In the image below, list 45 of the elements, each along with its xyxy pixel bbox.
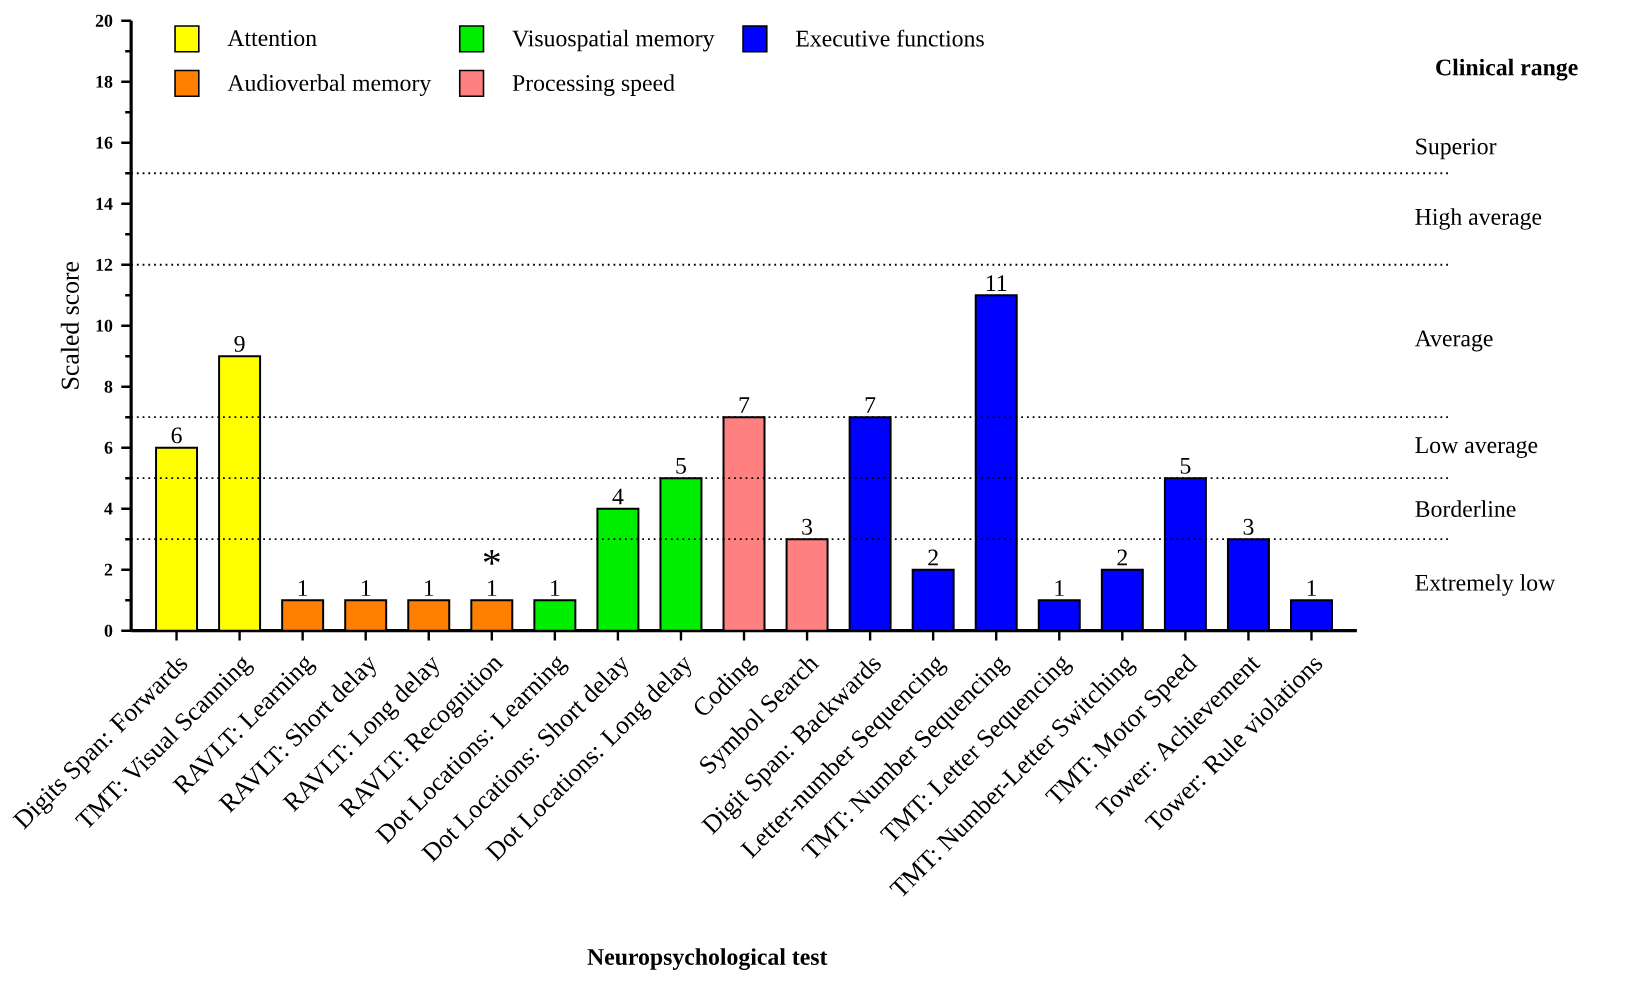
- y-tick-label: 12: [96, 258, 113, 271]
- legend-label: Attention: [227, 30, 317, 47]
- legend-label: Processing speed: [512, 74, 675, 96]
- data-label: 9: [234, 335, 245, 352]
- y-tick-label: 0: [104, 624, 113, 637]
- y-tick-label: 8: [104, 380, 113, 393]
- legend-label: Visuospatial memory: [512, 29, 715, 52]
- y-tick-label: 10: [96, 319, 113, 332]
- data-label: 2: [1117, 549, 1127, 566]
- y-tick-label: 14: [96, 197, 113, 210]
- data-label: 3: [1243, 518, 1254, 535]
- text: Clinical range: [1436, 58, 1578, 81]
- text: Borderline: [1415, 500, 1516, 518]
- data-label: 1: [361, 580, 371, 596]
- y-axis-title: Scaled score: [60, 261, 79, 389]
- y-tick-label: 16: [96, 136, 113, 149]
- annotation: *: [483, 550, 500, 565]
- y-tick-label: 20: [95, 14, 113, 27]
- data-label: 11: [986, 275, 1007, 291]
- legend-label: Executive functions: [795, 29, 984, 47]
- x-axis-title: Neuropsychological test: [587, 948, 828, 971]
- y-tick-label: 18: [96, 75, 113, 88]
- data-label: 4: [612, 488, 624, 505]
- data-label: 3: [802, 518, 813, 535]
- data-label: 5: [1180, 458, 1191, 474]
- data-label: 1: [551, 580, 560, 596]
- text: Extremely low: [1415, 574, 1556, 596]
- data-label: 1: [298, 580, 308, 596]
- text: High average: [1415, 208, 1542, 230]
- data-label: 1: [424, 580, 434, 596]
- data-label: 7: [865, 397, 876, 413]
- data-label: 6: [171, 427, 182, 444]
- data-label: 1: [1307, 580, 1317, 596]
- data-label: 2: [928, 549, 938, 566]
- data-label: 1: [487, 580, 497, 596]
- text: Low average: [1415, 437, 1538, 459]
- y-tick-label: 2: [104, 563, 113, 576]
- y-tick-label: 4: [104, 502, 113, 515]
- data-label: 7: [739, 397, 750, 413]
- text: Average: [1414, 330, 1493, 352]
- text: Superior: [1416, 138, 1497, 160]
- legend-label: Audioverbal memory: [227, 74, 432, 96]
- y-tick-label: 6: [104, 441, 113, 454]
- data-label: 5: [676, 458, 686, 474]
- data-label: 1: [1055, 580, 1064, 596]
